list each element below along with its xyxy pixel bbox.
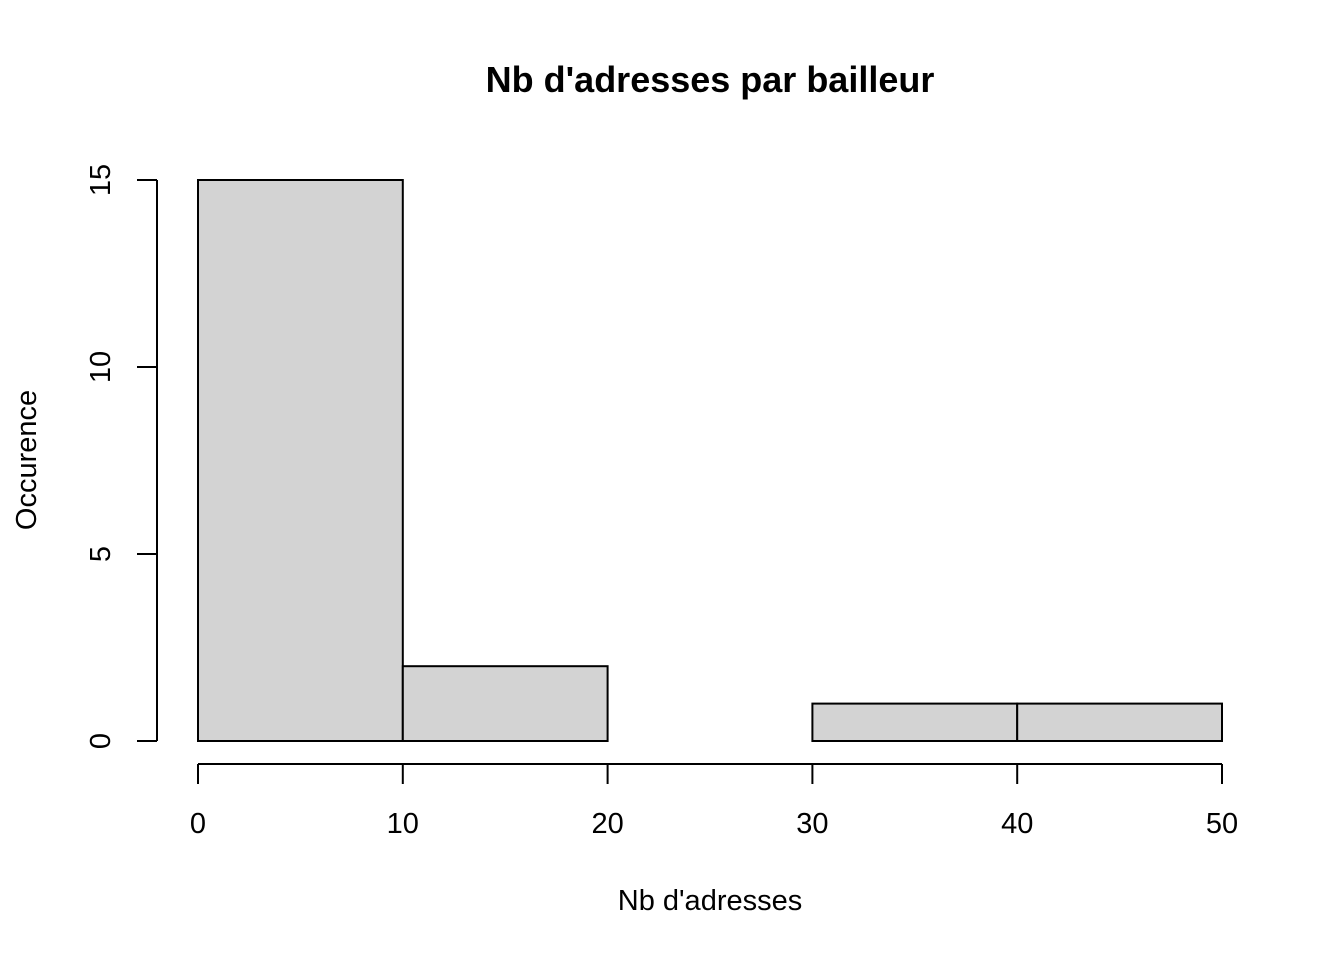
x-tick-label: 50 (1206, 808, 1238, 840)
x-tick-label: 40 (1001, 808, 1033, 840)
x-tick-label: 30 (796, 808, 828, 840)
x-axis: 0 10 20 30 40 50 (190, 763, 1238, 840)
y-axis-label: Occurence (11, 390, 43, 530)
chart-title: Nb d'adresses par bailleur (486, 59, 935, 100)
x-axis-label: Nb d'adresses (618, 885, 802, 917)
y-axis: 0 5 10 15 (85, 164, 158, 749)
histogram-bar-1 (401, 665, 609, 743)
y-tick-label: 15 (85, 164, 117, 196)
x-tick-label: 10 (387, 808, 419, 840)
x-tick-label: 20 (591, 808, 623, 840)
histogram-bar-3 (811, 702, 1019, 742)
y-tick-label: 10 (85, 351, 117, 383)
histogram-bar-0 (197, 179, 404, 742)
y-tick-label: 0 (85, 733, 117, 749)
y-tick-label: 5 (85, 546, 117, 562)
bars-group (197, 179, 1224, 743)
x-tick-label: 0 (190, 808, 206, 840)
histogram-bar-4 (1016, 702, 1224, 742)
